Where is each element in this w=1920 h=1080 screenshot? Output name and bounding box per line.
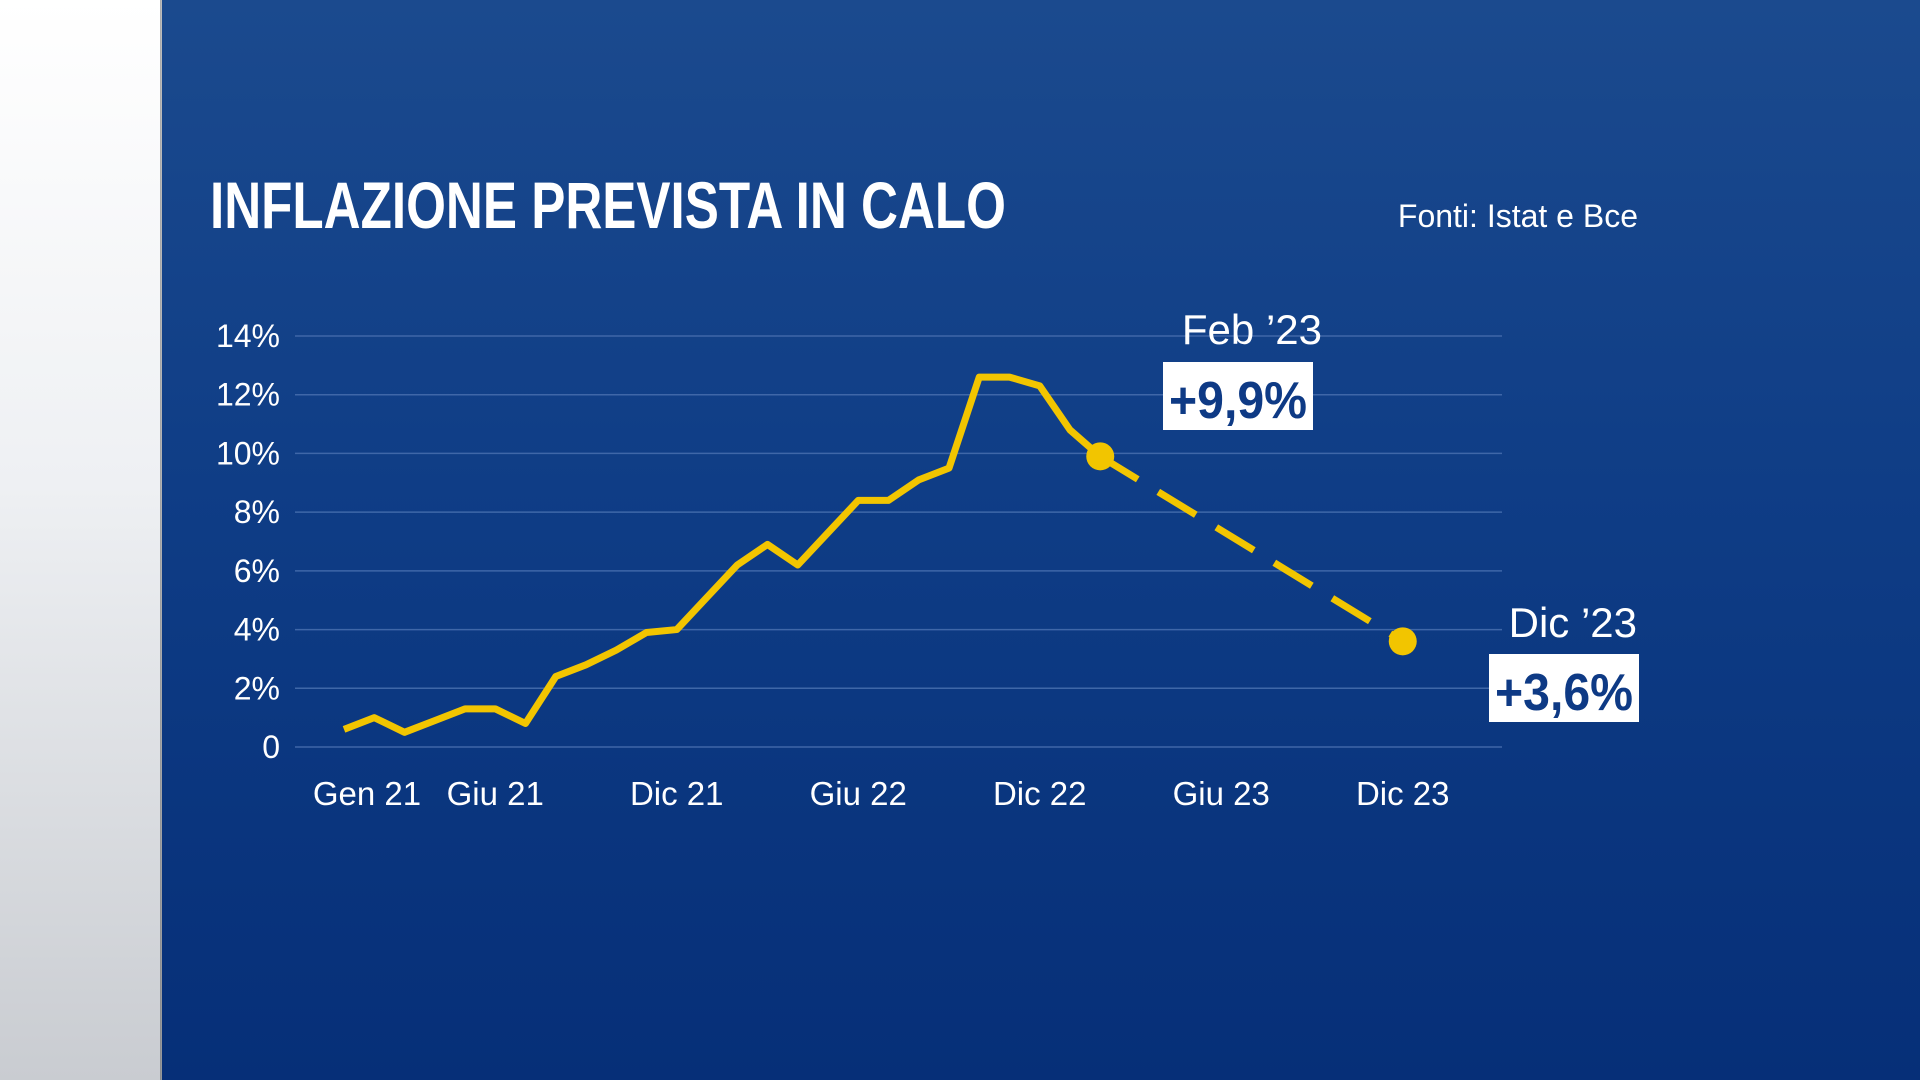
callouts: Feb ’23 +9,9% Dic ’23 +3,6% xyxy=(1163,306,1639,722)
x-axis-ticks: Gen 21 Giu 21 Dic 21 Giu 22 Dic 22 Giu 23 Dic … xyxy=(313,775,1450,812)
x-tick-label: Gen 21 xyxy=(313,775,421,812)
y-tick-label: 14% xyxy=(216,318,280,354)
y-tick-label: 4% xyxy=(234,612,280,648)
highlight-points xyxy=(1086,442,1417,656)
x-tick-label: Giu 22 xyxy=(810,775,907,812)
highlight-point xyxy=(1388,627,1417,656)
y-axis-ticks: 14% 12% 10% 8% 6% 4% 2% 0 xyxy=(216,318,280,765)
series-lines xyxy=(342,373,1405,736)
chart-panel xyxy=(162,0,1920,1080)
callout-box xyxy=(1163,362,1313,430)
chart-title: INFLAZIONE PREVISTA IN CALO xyxy=(210,168,1006,242)
y-tick-label: 6% xyxy=(234,553,280,589)
y-tick-label: 8% xyxy=(234,494,280,530)
callout-date: Dic ’23 xyxy=(1509,599,1637,646)
x-tick-label: Dic 21 xyxy=(630,775,724,812)
chart-source: Fonti: Istat e Bce xyxy=(1398,198,1638,234)
x-tick-label: Giu 23 xyxy=(1173,775,1270,812)
highlight-point xyxy=(1086,442,1115,471)
x-tick-label: Dic 23 xyxy=(1356,775,1450,812)
y-tick-label: 2% xyxy=(234,670,280,706)
callout-value: +9,9% xyxy=(1169,372,1307,430)
callout-date: Feb ’23 xyxy=(1182,306,1322,353)
x-tick-label: Dic 22 xyxy=(993,775,1087,812)
callout-value: +3,6% xyxy=(1495,664,1633,722)
y-tick-label: 0 xyxy=(262,729,280,765)
actual-line xyxy=(342,373,1103,736)
forecast-line xyxy=(1098,453,1405,645)
y-tick-label: 12% xyxy=(216,377,280,413)
callout-box xyxy=(1489,654,1639,722)
left-sidebar xyxy=(0,0,162,1080)
x-tick-label: Giu 21 xyxy=(447,775,544,812)
gridlines xyxy=(295,335,1502,748)
y-tick-label: 10% xyxy=(216,435,280,471)
